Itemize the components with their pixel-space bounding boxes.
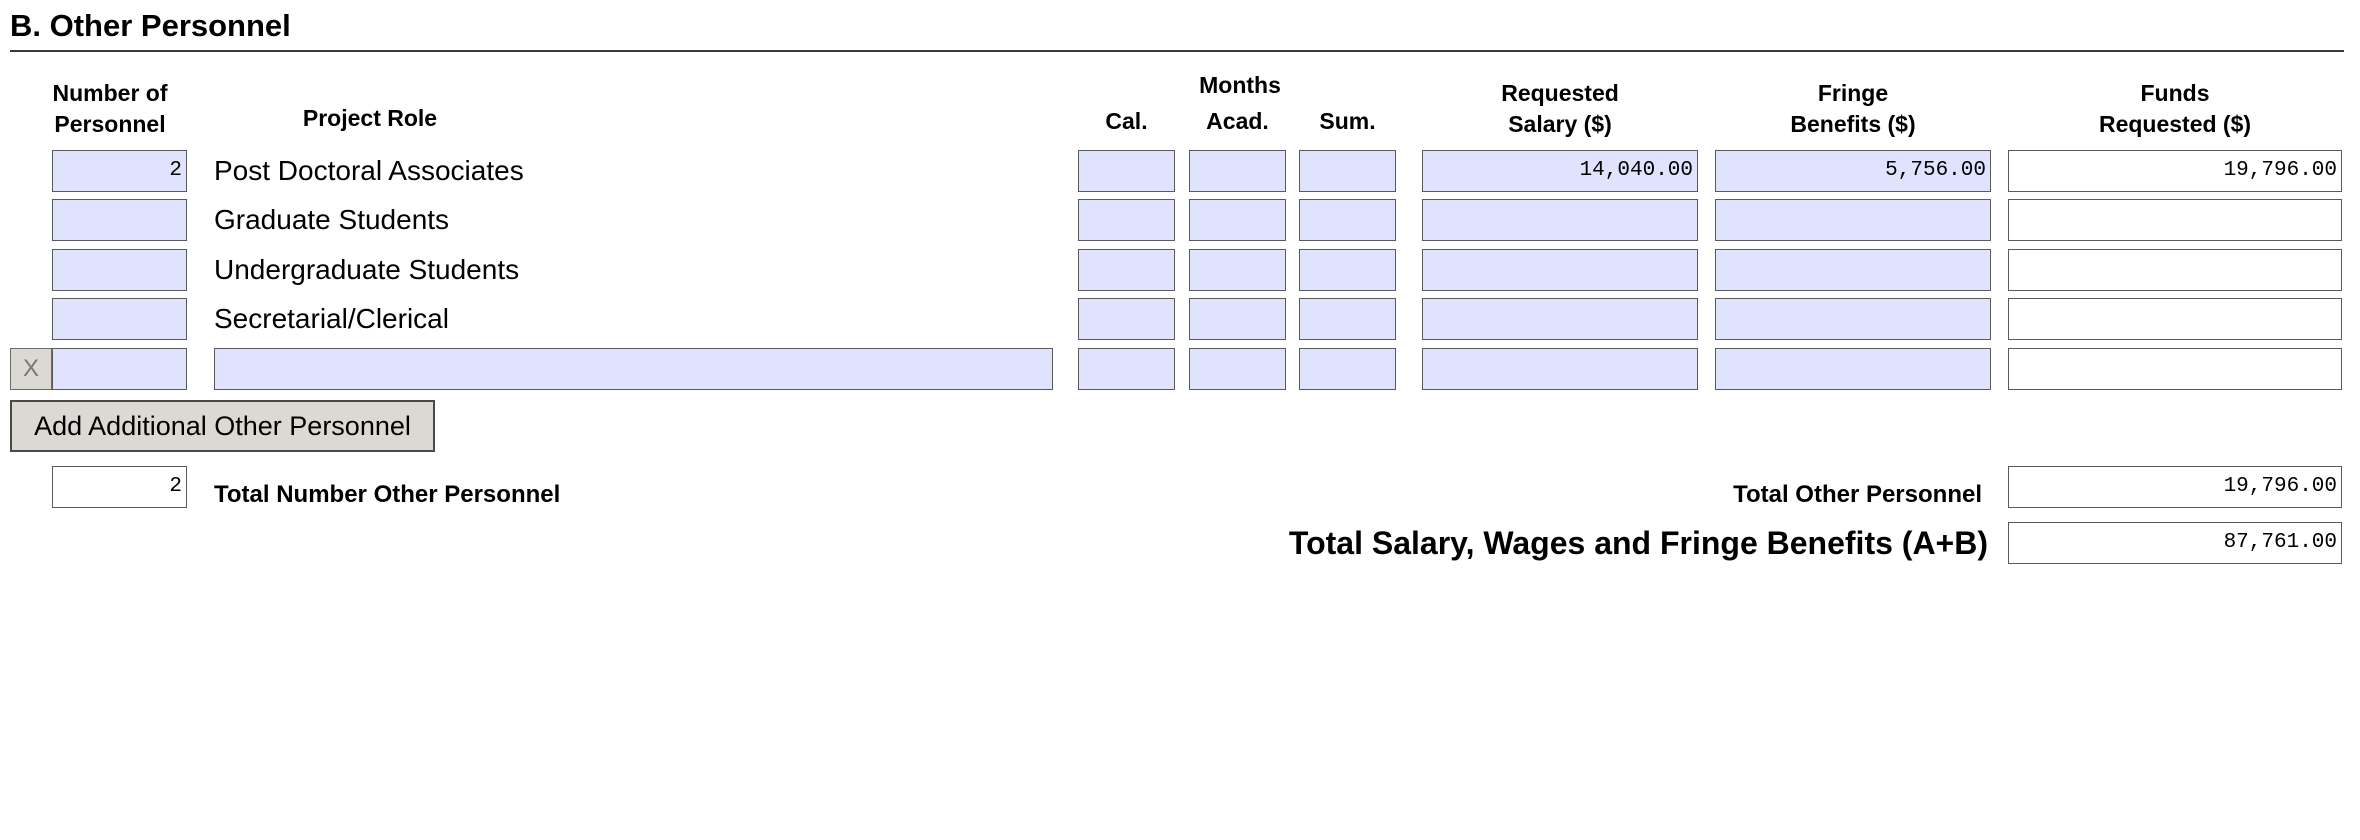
total-number-other-personnel-field: 2	[52, 466, 187, 508]
number-of-personnel-field[interactable]	[52, 249, 187, 291]
number-of-personnel-field[interactable]	[52, 199, 187, 241]
requested-salary-field[interactable]	[1422, 298, 1698, 340]
number-of-personnel-field[interactable]	[52, 298, 187, 340]
acad-months-field[interactable]	[1189, 199, 1286, 241]
header-funds-requested: Funds Requested ($)	[2098, 80, 2252, 137]
acad-months-field[interactable]	[1189, 348, 1286, 390]
project-role-label: Graduate Students	[214, 204, 450, 235]
requested-salary-field[interactable]	[1422, 199, 1698, 241]
funds-requested-field	[2008, 199, 2342, 241]
section-divider	[10, 50, 2344, 52]
header-project-role: Project Role	[302, 105, 438, 131]
fringe-benefits-field[interactable]	[1715, 348, 1991, 390]
fringe-benefits-field[interactable]	[1715, 249, 1991, 291]
header-months: Months	[1199, 72, 1281, 98]
cal-months-field[interactable]	[1078, 199, 1175, 241]
total-other-personnel-label: Total Other Personnel	[1733, 481, 1982, 508]
cal-months-field[interactable]	[1078, 348, 1175, 390]
total-salary-wages-fringe-label: Total Salary, Wages and Fringe Benefits …	[1288, 525, 1988, 561]
header-acad: Acad.	[1206, 108, 1269, 134]
cal-months-field[interactable]	[1078, 298, 1175, 340]
funds-requested-field	[2008, 249, 2342, 291]
project-role-input[interactable]	[214, 348, 1053, 390]
cal-months-field[interactable]	[1078, 150, 1175, 192]
requested-salary-field[interactable]	[1422, 249, 1698, 291]
project-role-label: Secretarial/Clerical	[214, 303, 449, 334]
fringe-benefits-field[interactable]: 5,756.00	[1715, 150, 1991, 192]
delete-row-button[interactable]: X	[10, 348, 52, 390]
requested-salary-field[interactable]	[1422, 348, 1698, 390]
fringe-benefits-field[interactable]	[1715, 298, 1991, 340]
header-sum: Sum.	[1319, 108, 1376, 134]
number-of-personnel-field[interactable]	[52, 348, 187, 390]
sum-months-field[interactable]	[1299, 298, 1396, 340]
header-cal: Cal.	[1105, 108, 1148, 134]
requested-salary-field[interactable]: 14,040.00	[1422, 150, 1698, 192]
acad-months-field[interactable]	[1189, 150, 1286, 192]
header-requested-salary: Requested Salary ($)	[1501, 80, 1619, 137]
total-other-personnel-field: 19,796.00	[2008, 466, 2342, 508]
sum-months-field[interactable]	[1299, 199, 1396, 241]
funds-requested-field	[2008, 298, 2342, 340]
add-additional-other-personnel-button[interactable]: Add Additional Other Personnel	[10, 400, 435, 452]
funds-requested-field	[2008, 348, 2342, 390]
project-role-label: Undergraduate Students	[214, 254, 520, 285]
sum-months-field[interactable]	[1299, 150, 1396, 192]
cal-months-field[interactable]	[1078, 249, 1175, 291]
header-fringe-benefits: Fringe Benefits ($)	[1790, 80, 1916, 137]
sum-months-field[interactable]	[1299, 249, 1396, 291]
acad-months-field[interactable]	[1189, 298, 1286, 340]
number-of-personnel-field[interactable]: 2	[52, 150, 187, 192]
sum-months-field[interactable]	[1299, 348, 1396, 390]
fringe-benefits-field[interactable]	[1715, 199, 1991, 241]
total-salary-wages-fringe-field: 87,761.00	[2008, 522, 2342, 564]
total-number-other-personnel-label: Total Number Other Personnel	[214, 481, 561, 508]
acad-months-field[interactable]	[1189, 249, 1286, 291]
header-number-of-personnel: Number of Personnel	[52, 80, 168, 137]
section-title: B. Other Personnel	[10, 8, 291, 43]
project-role-label: Post Doctoral Associates	[214, 155, 524, 186]
funds-requested-field: 19,796.00	[2008, 150, 2342, 192]
